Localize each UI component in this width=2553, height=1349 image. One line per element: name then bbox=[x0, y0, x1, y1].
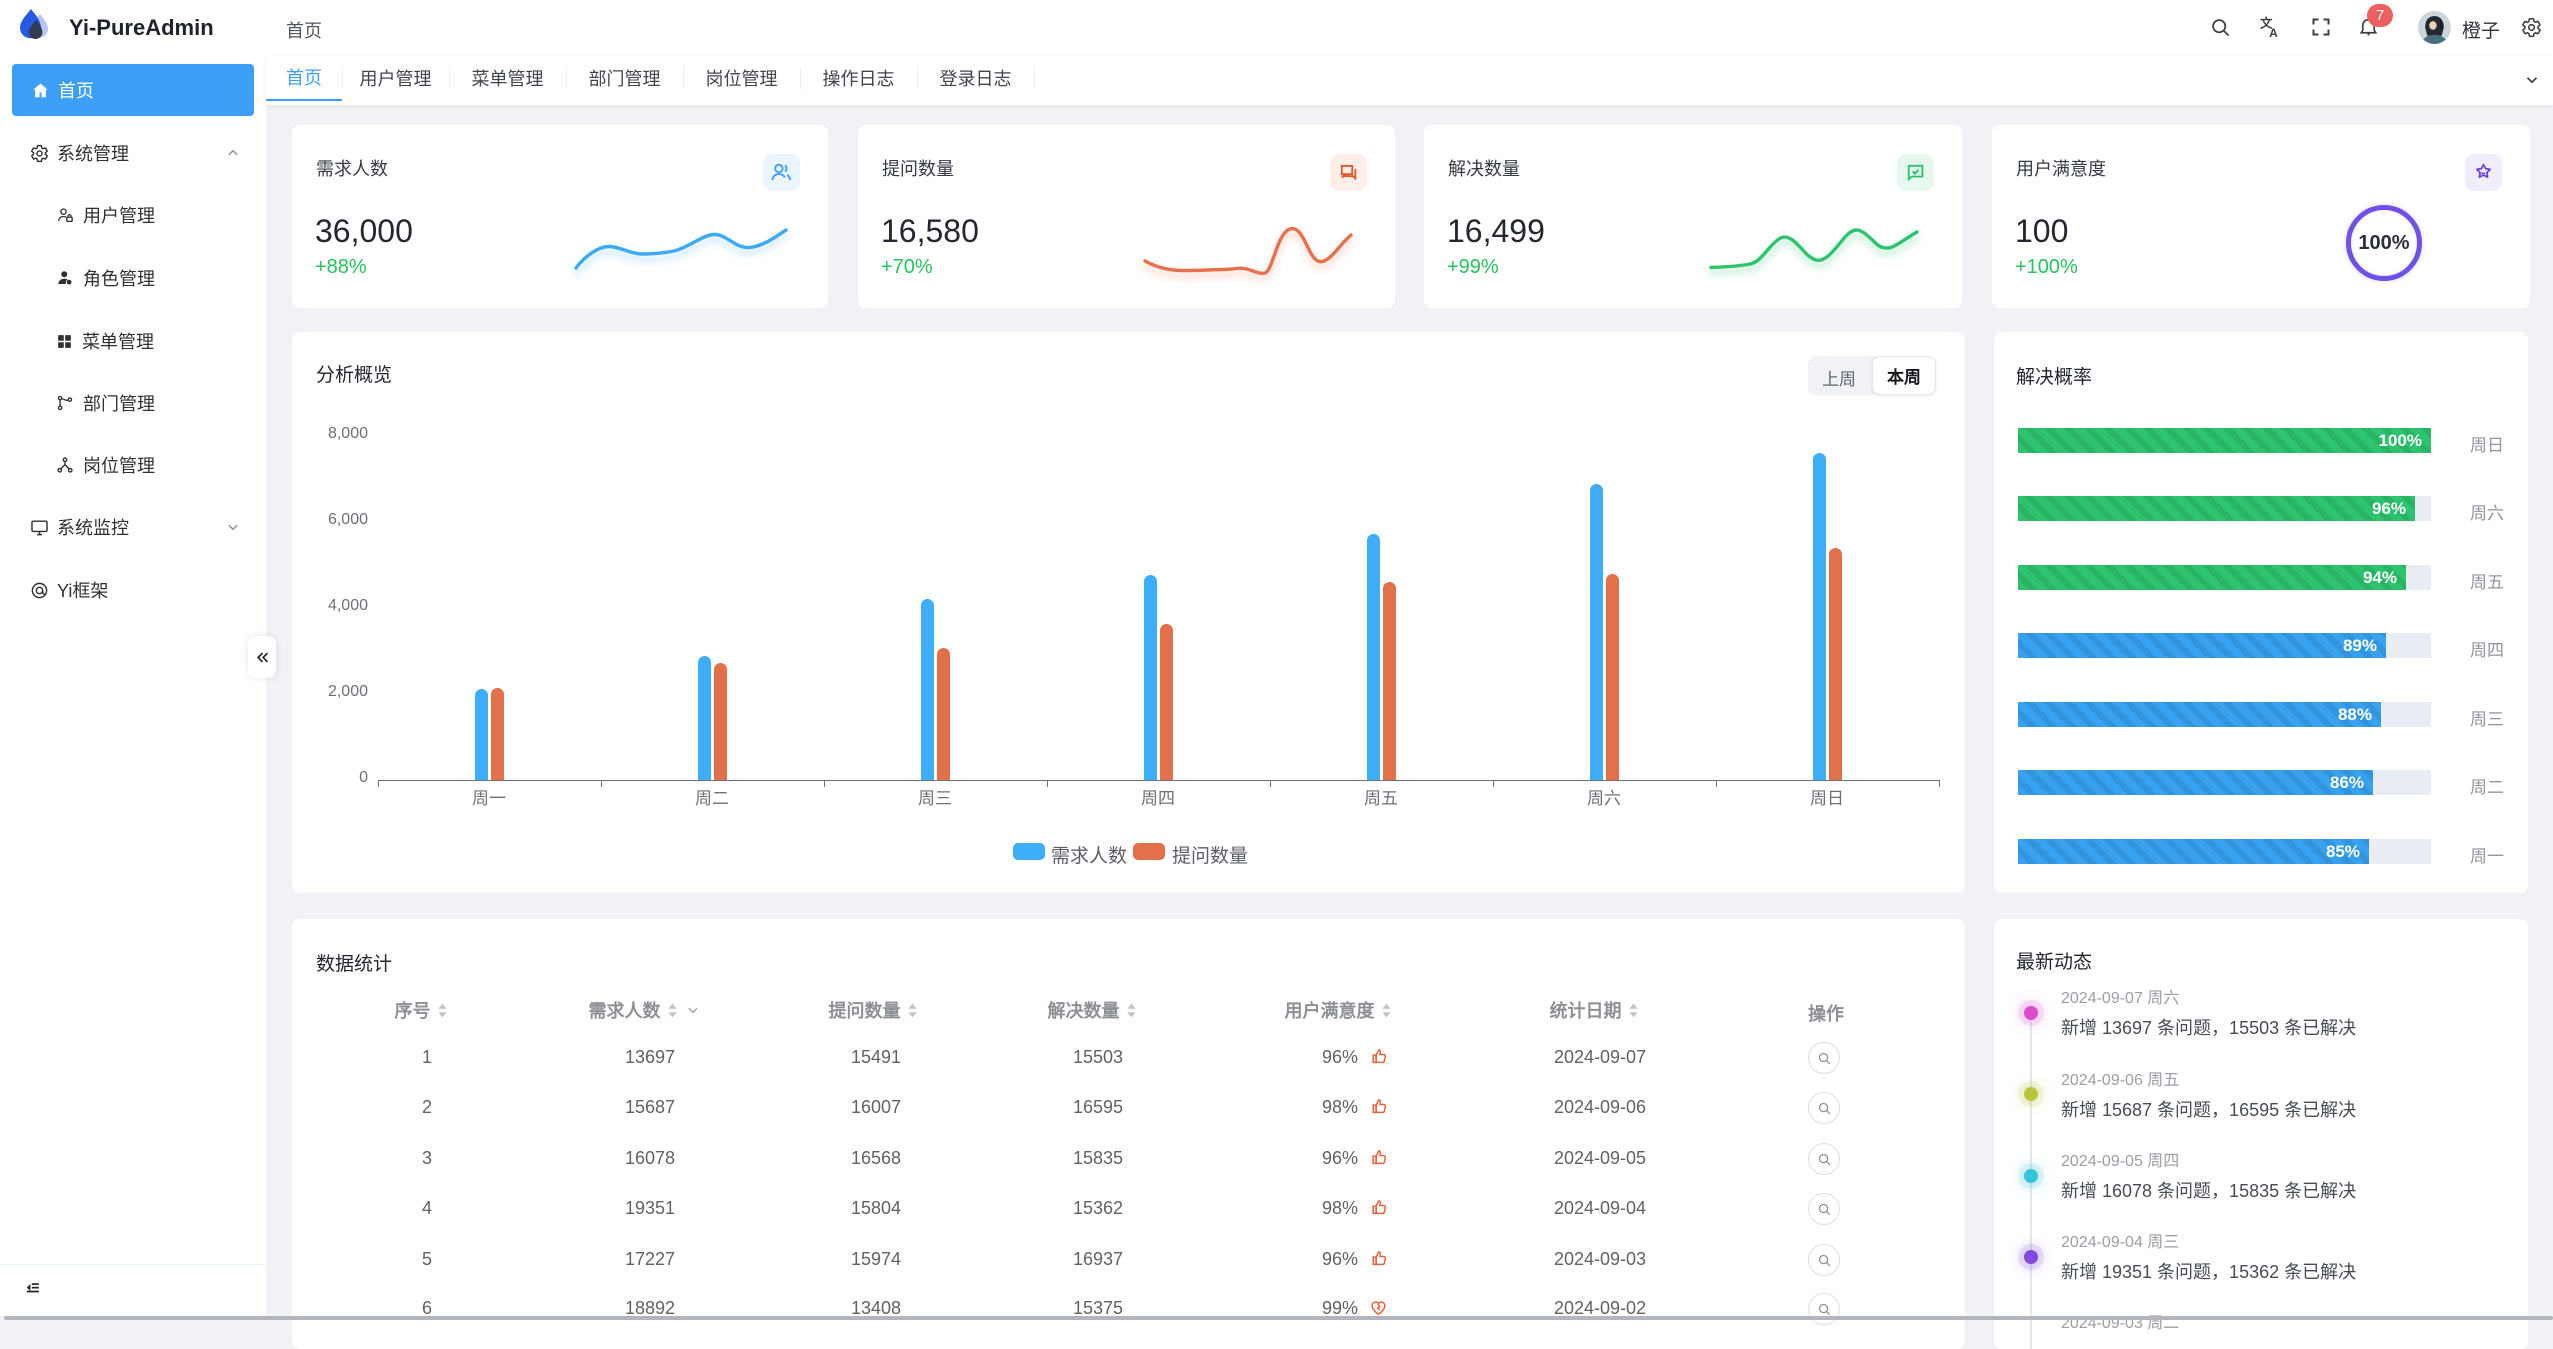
svg-text:A: A bbox=[2269, 26, 2278, 39]
svg-text:文: 文 bbox=[2260, 16, 2273, 31]
